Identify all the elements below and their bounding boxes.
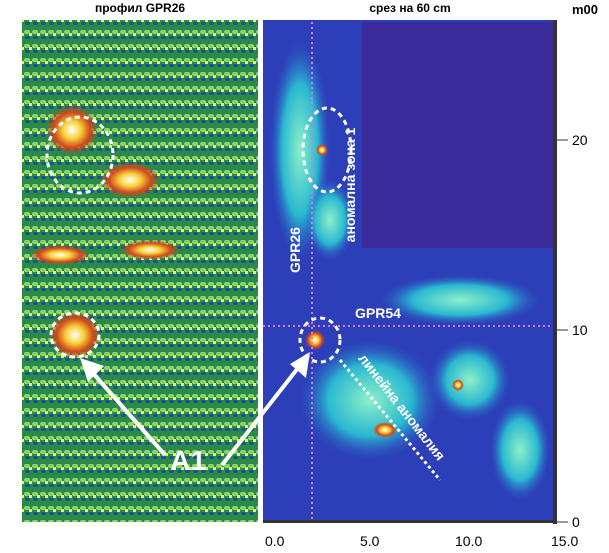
axis-line [553,20,557,524]
radargram [22,20,258,522]
y-ticks: 20 10 0 [557,132,588,530]
zone-label: аномална зона 1 [342,127,358,242]
no-data-area [362,22,553,248]
figure: профил GPR26 срез на 60 cm m00 аномална … [0,0,609,548]
right-title: срез на 60 cm [369,1,450,15]
gpr26-label: GPR26 [287,227,303,273]
x-tick-label: 10.0 [455,533,482,548]
axis-line [263,520,557,523]
x-tick-label: 15.0 [551,533,578,548]
left-title: профил GPR26 [95,1,185,15]
y-tick-label: 20 [572,132,588,148]
y-tick-label: 0 [572,514,580,530]
page: профил GPR26 срез на 60 cm m00 аномална … [0,0,609,553]
x-tick-label: 5.0 [360,533,380,548]
unit-label: m00 [572,2,598,17]
left-axis-strip [22,522,258,542]
x-ticks: 0.0 5.0 10.0 15.0 [265,533,578,548]
y-tick-label: 10 [572,322,588,338]
gpr54-label: GPR54 [355,305,401,321]
x-tick-label: 0.0 [265,533,285,548]
a1-label: A1 [170,445,206,476]
